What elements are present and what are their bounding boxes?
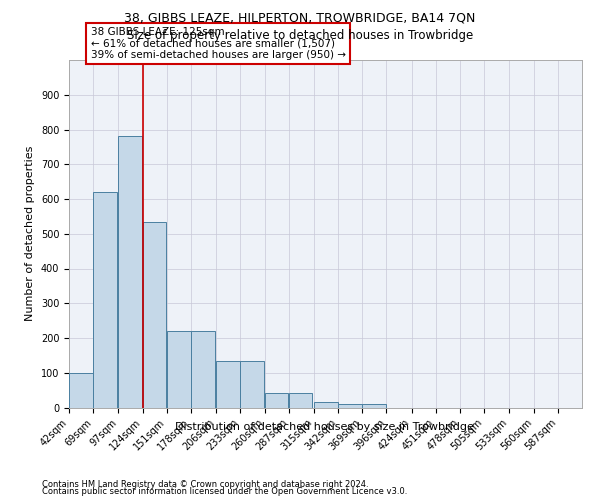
Bar bbox=[338, 404, 362, 407]
Text: Contains HM Land Registry data © Crown copyright and database right 2024.: Contains HM Land Registry data © Crown c… bbox=[42, 480, 368, 489]
Bar bbox=[191, 331, 215, 407]
Text: Size of property relative to detached houses in Trowbridge: Size of property relative to detached ho… bbox=[127, 29, 473, 42]
Bar bbox=[289, 393, 313, 407]
Bar bbox=[143, 222, 166, 408]
Bar bbox=[118, 136, 142, 407]
Text: Contains public sector information licensed under the Open Government Licence v3: Contains public sector information licen… bbox=[42, 488, 407, 496]
Bar bbox=[314, 402, 338, 407]
Text: 38 GIBBS LEAZE: 125sqm
← 61% of detached houses are smaller (1,507)
39% of semi-: 38 GIBBS LEAZE: 125sqm ← 61% of detached… bbox=[91, 27, 346, 60]
Text: Distribution of detached houses by size in Trowbridge: Distribution of detached houses by size … bbox=[175, 422, 473, 432]
Text: 38, GIBBS LEAZE, HILPERTON, TROWBRIDGE, BA14 7QN: 38, GIBBS LEAZE, HILPERTON, TROWBRIDGE, … bbox=[124, 12, 476, 24]
Y-axis label: Number of detached properties: Number of detached properties bbox=[25, 146, 35, 322]
Bar bbox=[240, 360, 264, 408]
Bar bbox=[93, 192, 117, 408]
Bar bbox=[167, 331, 191, 407]
Bar bbox=[216, 360, 240, 408]
Bar bbox=[362, 404, 386, 407]
Bar bbox=[265, 393, 288, 407]
Bar bbox=[69, 373, 93, 408]
